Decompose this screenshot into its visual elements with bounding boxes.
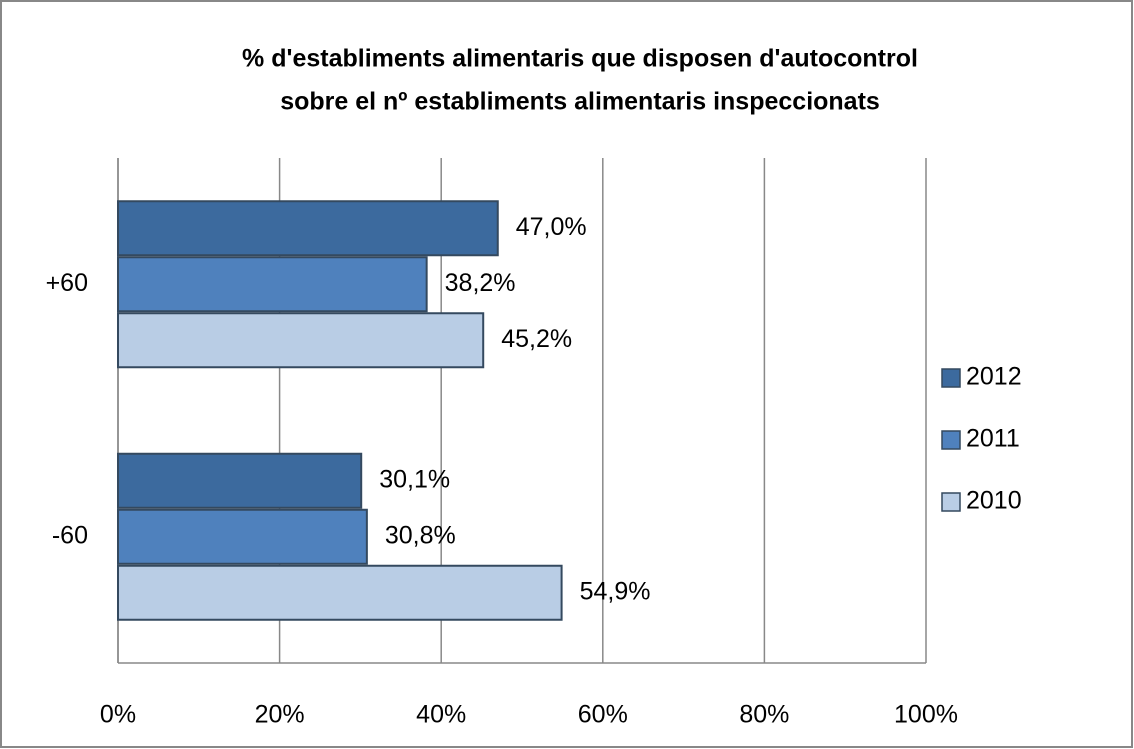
legend-label: 2010 bbox=[966, 487, 1022, 515]
value-label: 30,8% bbox=[385, 521, 456, 549]
value-label: 45,2% bbox=[501, 325, 572, 353]
value-label: 54,9% bbox=[580, 577, 651, 605]
value-label: 47,0% bbox=[516, 213, 587, 241]
chart-title: % d'establiments alimentaris que dispose… bbox=[242, 45, 918, 73]
legend-label: 2011 bbox=[966, 425, 1020, 453]
value-label: 38,2% bbox=[445, 269, 516, 297]
bar bbox=[117, 452, 363, 509]
y-tick-label: -60 bbox=[52, 521, 88, 549]
x-tick-label: 100% bbox=[894, 701, 958, 729]
bar bbox=[117, 200, 499, 257]
bar bbox=[117, 508, 368, 565]
bar bbox=[117, 256, 428, 313]
bar bbox=[117, 564, 563, 621]
y-tick-label: +60 bbox=[46, 269, 88, 297]
chart-title: sobre el nº establiments alimentaris ins… bbox=[280, 88, 880, 116]
bar bbox=[117, 312, 485, 369]
legend-swatch bbox=[941, 430, 961, 450]
x-tick-label: 60% bbox=[578, 701, 628, 729]
x-tick-label: 40% bbox=[416, 701, 466, 729]
legend-label: 2012 bbox=[966, 363, 1022, 391]
x-tick-label: 0% bbox=[100, 701, 136, 729]
x-tick-label: 80% bbox=[739, 701, 789, 729]
legend-swatch bbox=[941, 492, 961, 512]
legend-swatch bbox=[941, 368, 961, 388]
x-tick-label: 20% bbox=[255, 701, 305, 729]
value-label: 30,1% bbox=[379, 465, 450, 493]
